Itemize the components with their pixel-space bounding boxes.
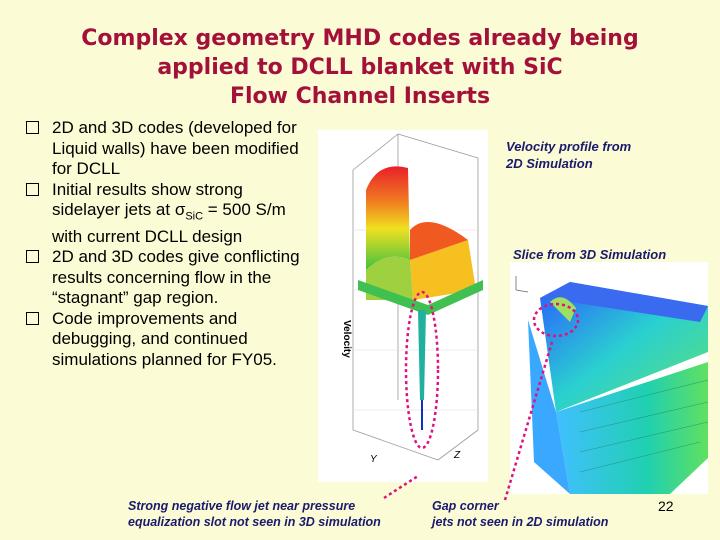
title-line-3: Flow Channel Inserts bbox=[229, 84, 491, 109]
bullet-item: Code improvements and debugging, and con… bbox=[24, 309, 304, 371]
title-line-2: applied to DCLL blanket with SiC bbox=[157, 55, 563, 80]
y-axis-label: Y bbox=[370, 454, 378, 465]
z-axis-label: Z bbox=[453, 450, 461, 461]
checkbox-bullet-icon bbox=[26, 250, 39, 264]
checkbox-bullet-icon bbox=[26, 121, 39, 134]
velocity-profile-figure: Velocity Y Z bbox=[318, 130, 488, 482]
slice-caption: Slice from 3D Simulation bbox=[513, 247, 667, 262]
bullet-item: 2D and 3D codes (developed for Liquid wa… bbox=[24, 118, 304, 180]
bullet-item: Initial results show strong sidelayer je… bbox=[24, 180, 304, 248]
negative-jet-note: Strong negative flow jet near pressure e… bbox=[128, 499, 381, 529]
velocity-profile-caption: Velocity profile from 2D Simulation bbox=[506, 139, 632, 171]
slice-3d-render bbox=[515, 276, 709, 494]
slice-3d-figure bbox=[510, 262, 709, 494]
checkbox-bullet-icon bbox=[26, 311, 39, 325]
velocity-axis-label: Velocity bbox=[341, 320, 352, 358]
title-line-1: Complex geometry MHD codes already being bbox=[81, 26, 639, 51]
checkbox-bullet-icon bbox=[26, 182, 39, 196]
slide-title: Complex geometry MHD codes already being… bbox=[20, 24, 700, 111]
gap-corner-note: Gap corner jets not seen in 2D simulatio… bbox=[432, 499, 609, 529]
page-number: 22 bbox=[658, 498, 674, 514]
bullet-item: 2D and 3D codes give conflicting results… bbox=[24, 247, 304, 309]
bullet-list: 2D and 3D codes (developed for Liquid wa… bbox=[24, 118, 304, 370]
velocity-surface-plot: Velocity Y Z bbox=[341, 133, 483, 465]
